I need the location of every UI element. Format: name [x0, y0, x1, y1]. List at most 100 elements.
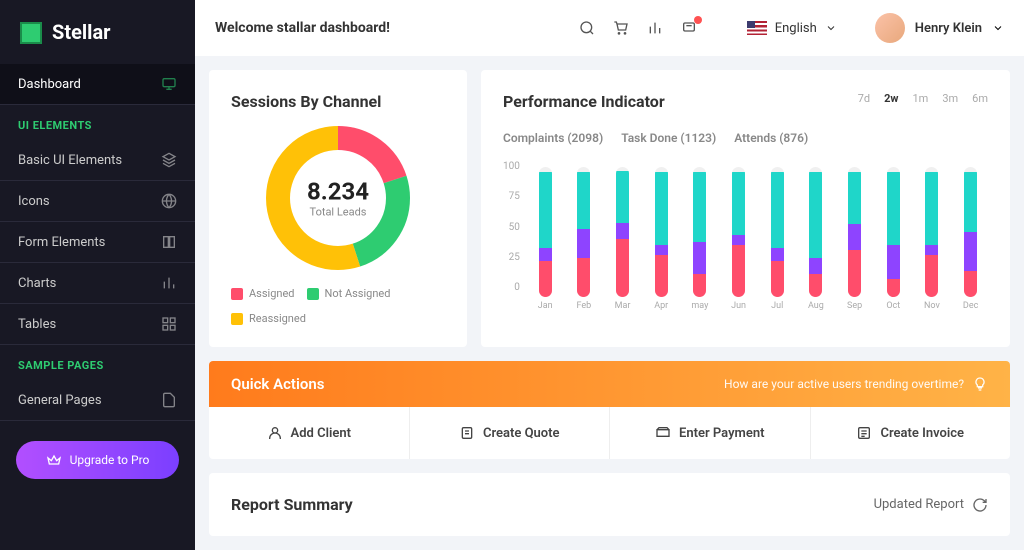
quick-subtitle: How are your active users trending overt…	[724, 377, 964, 391]
upgrade-label: Upgrade to Pro	[70, 453, 150, 467]
quick-title: Quick Actions	[231, 375, 324, 393]
sidebar-item-dashboard[interactable]: Dashboard	[0, 64, 195, 105]
user-name: Henry Klein	[915, 21, 982, 36]
main: Welcome stallar dashboard! English Henry…	[195, 0, 1024, 550]
performance-title: Performance Indicator	[503, 92, 665, 111]
sidebar-section-sample: SAMPLE PAGES	[0, 345, 195, 380]
crown-icon	[46, 452, 62, 468]
sidebar-item-form[interactable]: Form Elements	[0, 222, 195, 263]
quick-action-create-invoice[interactable]: Create Invoice	[811, 407, 1011, 459]
report-updated: Updated Report	[874, 497, 964, 512]
bar-column: Jan	[528, 167, 563, 311]
quick-header: Quick Actions How are your active users …	[209, 361, 1010, 407]
report-card: Report Summary Updated Report	[209, 473, 1010, 536]
bar-column: Mar	[605, 167, 640, 311]
report-title: Report Summary	[231, 495, 353, 514]
quick-action-create-quote[interactable]: Create Quote	[410, 407, 611, 459]
globe-icon	[161, 193, 177, 209]
bar-column: Sep	[837, 167, 872, 311]
quick-action-enter-payment[interactable]: Enter Payment	[610, 407, 811, 459]
chevron-down-icon	[825, 22, 837, 34]
flag-us-icon	[747, 21, 767, 35]
sidebar: Stellar Dashboard UI ELEMENTS Basic UI E…	[0, 0, 195, 550]
bar-chart: 1007550250 JanFebMarAprmayJunJulAugSepOc…	[503, 161, 988, 311]
book-icon	[161, 234, 177, 250]
perf-meta-item: Attends (876)	[734, 131, 808, 145]
brand-name: Stellar	[52, 20, 111, 44]
monitor-icon	[161, 76, 177, 92]
sidebar-item-general[interactable]: General Pages	[0, 380, 195, 421]
time-range-option[interactable]: 3m	[942, 92, 958, 105]
quick-actions-card: Quick Actions How are your active users …	[209, 361, 1010, 459]
bar-column: Apr	[644, 167, 679, 311]
donut-chart: 8.234 Total Leads	[263, 123, 413, 273]
sidebar-item-label: General Pages	[18, 393, 102, 408]
legend-item: Not Assigned	[307, 287, 391, 300]
time-range-option[interactable]: 1m	[912, 92, 928, 105]
sessions-card: Sessions By Channel 8.234 Total Leads As…	[209, 70, 467, 347]
time-range-option[interactable]: 2w	[884, 92, 898, 105]
layers-icon	[161, 152, 177, 168]
performance-card: Performance Indicator 7d 2w 1m 3m 6m Complai…	[481, 70, 1010, 347]
content: Sessions By Channel 8.234 Total Leads As…	[195, 56, 1024, 550]
header: Welcome stallar dashboard! English Henry…	[195, 0, 1024, 56]
bar-column: Aug	[799, 167, 834, 311]
action-icon	[655, 425, 671, 441]
quick-action-add-client[interactable]: Add Client	[209, 407, 410, 459]
welcome-text: Welcome stallar dashboard!	[215, 20, 390, 36]
perf-meta-item: Task Done (1123)	[621, 131, 716, 145]
sidebar-item-tables[interactable]: Tables	[0, 304, 195, 345]
language-label: English	[775, 21, 817, 36]
bar-column: Oct	[876, 167, 911, 311]
donut-legend: Assigned Not AssignedReassigned	[231, 287, 445, 325]
chart-icon	[161, 275, 177, 291]
upgrade-button[interactable]: Upgrade to Pro	[16, 441, 179, 479]
sessions-title: Sessions By Channel	[231, 92, 445, 111]
bar-column: Feb	[567, 167, 602, 311]
donut-value: 8.234	[307, 178, 369, 206]
perf-meta-item: Complaints (2098)	[503, 131, 603, 145]
cart-icon[interactable]	[613, 20, 629, 36]
time-range-option[interactable]: 6m	[972, 92, 988, 105]
bar-column: Nov	[915, 167, 950, 311]
chevron-down-icon	[992, 22, 1004, 34]
language-selector[interactable]: English	[747, 21, 837, 36]
search-icon[interactable]	[579, 20, 595, 36]
bulb-icon	[972, 376, 988, 392]
bar-column: may	[683, 167, 718, 311]
sidebar-item-basic-ui[interactable]: Basic UI Elements	[0, 140, 195, 181]
grid-icon	[161, 316, 177, 332]
bar-column: Jun	[721, 167, 756, 311]
sidebar-item-label: Icons	[18, 194, 50, 209]
notification-badge	[694, 16, 702, 24]
stats-icon[interactable]	[647, 20, 663, 36]
sidebar-item-label: Form Elements	[18, 235, 105, 250]
notification-icon[interactable]	[681, 19, 699, 37]
sidebar-item-label: Dashboard	[18, 77, 81, 92]
brand-logo[interactable]: Stellar	[0, 0, 195, 64]
action-icon	[459, 425, 475, 441]
action-icon	[267, 425, 283, 441]
time-range: 7d 2w 1m 3m 6m	[858, 92, 988, 105]
sidebar-item-label: Basic UI Elements	[18, 153, 122, 168]
bar-column: Jul	[760, 167, 795, 311]
time-range-option[interactable]: 7d	[858, 92, 870, 105]
bars-area: JanFebMarAprmayJunJulAugSepOctNovDec	[528, 161, 988, 311]
file-icon	[161, 392, 177, 408]
sidebar-item-label: Tables	[18, 317, 56, 332]
legend-item: Reassigned	[231, 312, 306, 325]
user-menu[interactable]: Henry Klein	[875, 13, 1004, 43]
donut-subtitle: Total Leads	[307, 206, 369, 219]
performance-meta: Complaints (2098) Task Done (1123) Attends…	[503, 131, 988, 145]
brand-icon	[18, 20, 42, 44]
sidebar-item-charts[interactable]: Charts	[0, 263, 195, 304]
refresh-icon[interactable]	[972, 497, 988, 513]
sidebar-item-icons[interactable]: Icons	[0, 181, 195, 222]
y-axis: 1007550250	[503, 161, 528, 311]
bar-column: Dec	[953, 167, 988, 311]
sidebar-item-label: Charts	[18, 276, 56, 291]
action-icon	[856, 425, 872, 441]
avatar	[875, 13, 905, 43]
legend-item: Assigned	[231, 287, 295, 300]
sidebar-section-ui: UI ELEMENTS	[0, 105, 195, 140]
